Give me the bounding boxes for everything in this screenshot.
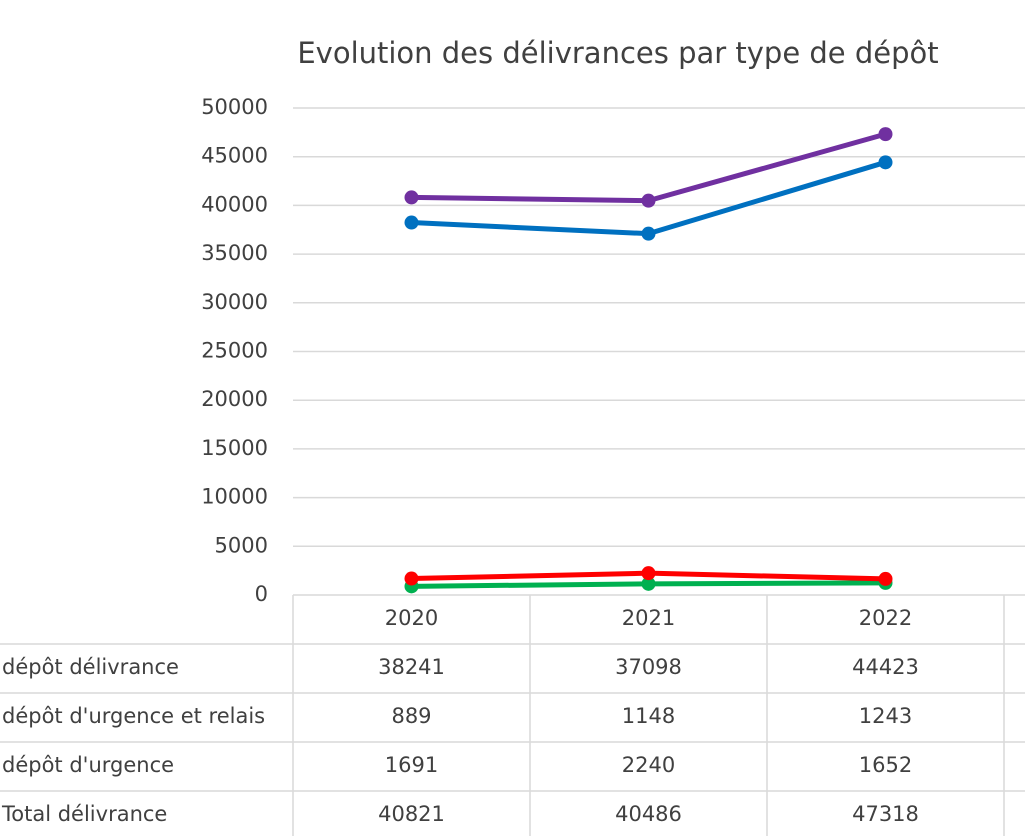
y-tick-label: 0 [255, 582, 268, 606]
data-point [878, 127, 893, 142]
table-cell: 1243 [859, 704, 912, 728]
y-tick-label: 45000 [201, 144, 268, 168]
y-tick-label: 20000 [201, 387, 268, 411]
y-tick-label: 30000 [201, 290, 268, 314]
y-tick-label: 5000 [215, 533, 268, 557]
table-cell: 1691 [385, 753, 438, 777]
series-line [411, 131, 887, 204]
x-tick-label: 2020 [385, 606, 438, 630]
y-tick-label: 50000 [201, 95, 268, 119]
table-cell: 40486 [615, 802, 682, 826]
data-point [404, 571, 419, 586]
y-tick-label: 15000 [201, 436, 268, 460]
x-tick-label: 2022 [859, 606, 912, 630]
x-tick-label: 2021 [622, 606, 675, 630]
table-cell: 1652 [859, 753, 912, 777]
y-tick-label: 40000 [201, 192, 268, 216]
chart-title: Evolution des délivrances par type de dé… [297, 36, 938, 70]
table-row-label: dépôt d'urgence et relais [2, 704, 265, 728]
data-point [404, 190, 419, 205]
table-cell: 889 [391, 704, 431, 728]
data-point [878, 571, 893, 586]
data-point [641, 226, 656, 241]
table-cell: 44423 [852, 655, 919, 679]
data-point [641, 566, 656, 581]
y-tick-label: 25000 [201, 339, 268, 363]
data-point [404, 215, 419, 230]
data-point [641, 576, 656, 591]
y-tick-label: 35000 [201, 241, 268, 265]
data-point [878, 155, 893, 170]
table-cell: 40821 [378, 802, 445, 826]
table-cell: 37098 [615, 655, 682, 679]
table-cell: 1148 [622, 704, 675, 728]
y-tick-label: 10000 [201, 485, 268, 509]
data-point [641, 193, 656, 208]
table-cell: 2240 [622, 753, 675, 777]
table-row-label: dépôt d'urgence [2, 753, 174, 777]
table-row-label: Total délivrance [1, 802, 167, 826]
table-row-label: dépôt délivrance [2, 655, 179, 679]
table-cell: 38241 [378, 655, 445, 679]
table-cell: 47318 [852, 802, 919, 826]
